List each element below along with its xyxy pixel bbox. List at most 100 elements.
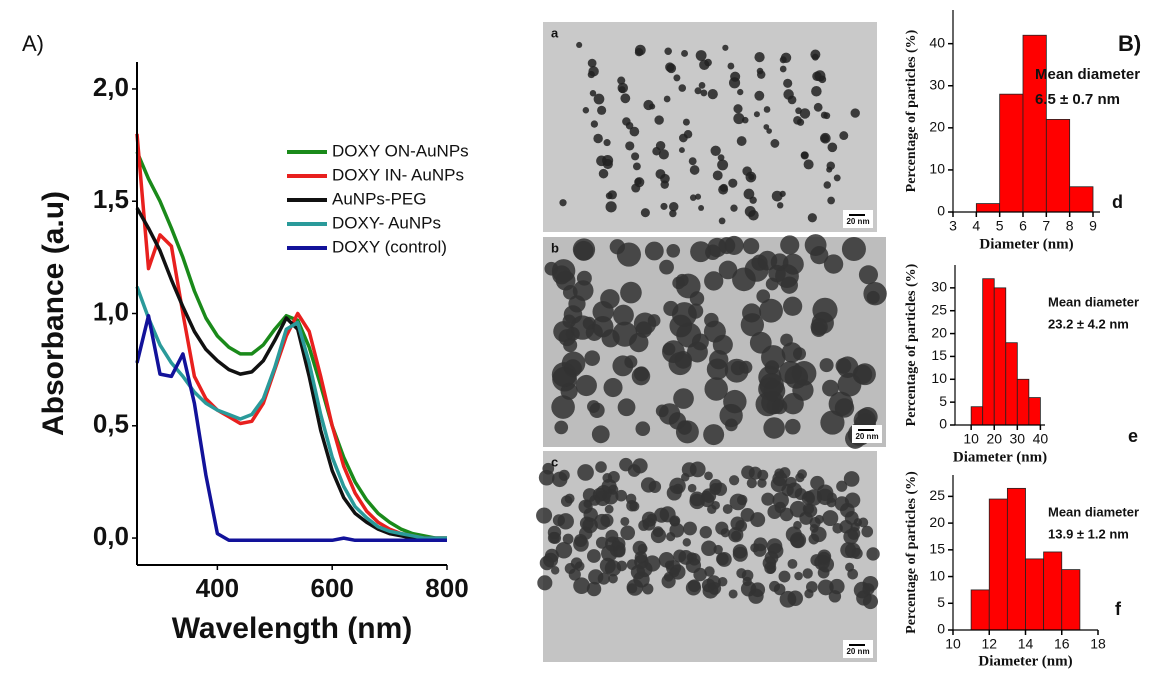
histogram-bar xyxy=(1016,378,1030,426)
particle xyxy=(616,242,641,267)
particle xyxy=(780,333,793,347)
y-tick-label: 0,5 xyxy=(93,409,129,439)
particle xyxy=(617,398,636,417)
particle xyxy=(605,201,617,213)
y-tick-label: 5 xyxy=(937,594,945,610)
particle xyxy=(678,84,687,92)
particle xyxy=(811,85,822,97)
particle xyxy=(589,402,605,418)
particle xyxy=(793,115,802,125)
particle xyxy=(772,399,788,415)
particle xyxy=(664,47,672,56)
particle xyxy=(713,544,723,555)
particle xyxy=(634,554,649,569)
particle xyxy=(836,356,859,378)
histogram-bar xyxy=(1022,34,1047,213)
particle xyxy=(549,532,562,544)
particle xyxy=(858,517,869,528)
particle xyxy=(844,492,861,508)
particle xyxy=(634,47,644,57)
particle xyxy=(625,141,635,151)
particle xyxy=(797,469,807,480)
particle xyxy=(720,528,730,538)
x-axis-title: Diameter (nm) xyxy=(978,653,1072,669)
y-tick-label: 1,0 xyxy=(93,296,129,326)
particle xyxy=(599,557,616,574)
x-tick-label: 18 xyxy=(1090,636,1106,652)
particle xyxy=(781,342,803,363)
particle xyxy=(582,488,597,503)
particle xyxy=(557,513,574,530)
particle xyxy=(698,205,705,211)
particle xyxy=(632,458,648,474)
scale-bar-label: 20 nm xyxy=(855,432,878,441)
particle xyxy=(669,201,679,212)
particle xyxy=(699,526,712,539)
particle xyxy=(780,276,798,294)
y-axis-title: Absorbance (a.u) xyxy=(37,191,70,436)
particle xyxy=(742,576,752,587)
particle xyxy=(866,547,880,561)
particle xyxy=(573,536,589,552)
histogram-bar xyxy=(1025,558,1045,631)
y-tick-label: 15 xyxy=(929,541,945,557)
particle xyxy=(598,168,609,179)
particle xyxy=(803,159,814,170)
particle xyxy=(820,410,845,435)
particle xyxy=(591,425,610,444)
particle xyxy=(730,71,741,82)
annotation: 6.5 ± 0.7 nm xyxy=(1035,91,1120,108)
particle xyxy=(790,533,805,548)
particle xyxy=(836,480,848,492)
annotation: 13.9 ± 1.2 nm xyxy=(1048,526,1129,541)
particle xyxy=(850,108,860,118)
particle xyxy=(677,420,692,435)
particle xyxy=(813,102,823,112)
particle xyxy=(683,521,697,536)
particle xyxy=(708,581,722,595)
particle xyxy=(722,44,729,51)
particle xyxy=(772,492,789,509)
scale-bar-label: 20 nm xyxy=(846,217,869,226)
particle xyxy=(779,65,787,73)
particle xyxy=(766,128,772,134)
particle xyxy=(757,250,778,271)
particle xyxy=(709,479,723,492)
particle xyxy=(593,93,605,105)
particle xyxy=(718,217,726,225)
x-tick-label: 14 xyxy=(1018,636,1034,652)
particle xyxy=(746,477,757,489)
particle xyxy=(603,139,611,147)
particle xyxy=(823,181,832,189)
particle xyxy=(584,350,601,366)
panel-tag: e xyxy=(1128,426,1138,446)
particle xyxy=(780,52,792,63)
particle xyxy=(658,149,669,160)
particle xyxy=(665,62,675,72)
y-tick-label: 0 xyxy=(937,621,945,637)
particle xyxy=(717,154,725,161)
particle xyxy=(550,566,560,575)
particle xyxy=(780,235,800,255)
particle xyxy=(757,478,767,488)
particle xyxy=(784,418,801,435)
panel-tag: f xyxy=(1115,599,1122,619)
particle xyxy=(739,360,753,374)
histogram-bar xyxy=(1069,186,1094,213)
particle xyxy=(832,523,843,534)
series-line xyxy=(135,313,447,543)
particle xyxy=(685,580,702,596)
particle xyxy=(564,562,576,574)
particle xyxy=(635,421,651,437)
particle xyxy=(742,166,752,176)
y-tick-label: 0 xyxy=(939,416,947,432)
particle xyxy=(589,90,597,97)
particle xyxy=(704,471,713,481)
histogram-bar xyxy=(993,287,1007,426)
particle xyxy=(800,151,809,159)
histogram-bar xyxy=(1045,119,1071,213)
particle xyxy=(602,473,613,483)
particle xyxy=(767,504,782,519)
particle xyxy=(731,530,742,541)
particle xyxy=(712,170,723,181)
